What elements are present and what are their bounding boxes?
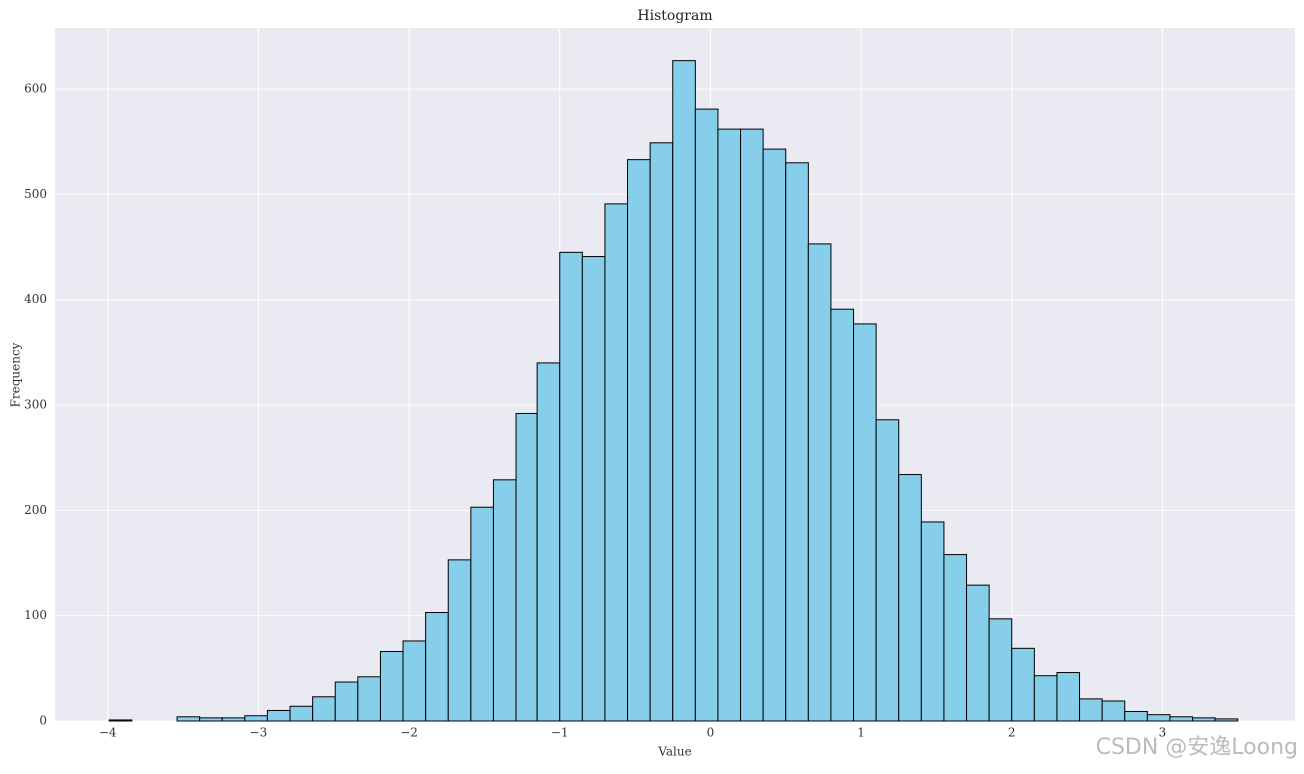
- bar: [966, 584, 990, 722]
- bar: [1214, 718, 1239, 722]
- x-tick-label: −2: [400, 726, 418, 740]
- bar: [1011, 647, 1035, 722]
- bar: [920, 521, 945, 722]
- bar: [898, 474, 922, 722]
- bar: [988, 618, 1013, 722]
- x-tick-label: −4: [99, 726, 117, 740]
- bar: [604, 203, 629, 722]
- bar: [785, 162, 809, 722]
- bar: [717, 128, 742, 722]
- bar: [1079, 698, 1103, 722]
- bar: [875, 419, 900, 722]
- bar: [221, 717, 246, 722]
- bar: [402, 640, 427, 722]
- bar: [740, 128, 764, 722]
- bar: [312, 696, 336, 722]
- bar: [289, 705, 314, 722]
- bar: [694, 108, 719, 722]
- bar: [1169, 716, 1194, 722]
- bar: [807, 243, 832, 722]
- bar: [515, 412, 538, 722]
- bar: [559, 251, 583, 722]
- bar: [943, 554, 968, 722]
- bar: [627, 159, 651, 722]
- bar: [649, 142, 674, 722]
- x-tick-label: −1: [551, 726, 569, 740]
- bar: [581, 256, 606, 722]
- x-tick-label: 0: [707, 726, 715, 740]
- bar: [357, 676, 381, 722]
- x-tick-label: 2: [1008, 726, 1016, 740]
- bar: [379, 650, 404, 722]
- bar: [1101, 700, 1126, 722]
- bar: [536, 362, 561, 722]
- y-tick-label: 400: [24, 292, 47, 306]
- x-axis-label: Value: [657, 745, 691, 759]
- bar: [1124, 711, 1148, 722]
- bar: [108, 719, 133, 722]
- bar: [425, 612, 449, 722]
- watermark: CSDN @安逸Loong: [1096, 735, 1298, 760]
- bar: [470, 506, 494, 722]
- bar: [1033, 675, 1058, 722]
- bar: [672, 60, 696, 722]
- bar: [1056, 672, 1081, 722]
- x-tick-label: 3: [1159, 726, 1167, 740]
- y-tick-label: 300: [24, 398, 47, 412]
- y-tick-label: 0: [39, 714, 47, 728]
- y-axis-label: Frequency: [9, 342, 23, 407]
- y-tick-label: 100: [24, 608, 47, 622]
- bar: [853, 323, 877, 722]
- y-tick-label: 600: [24, 82, 47, 96]
- bar: [1192, 717, 1216, 722]
- bar: [830, 308, 855, 722]
- y-tick-label: 500: [24, 187, 47, 201]
- bar: [244, 715, 268, 722]
- bar: [1146, 714, 1171, 722]
- bar: [762, 148, 787, 722]
- bar: [492, 479, 517, 722]
- chart-title: Histogram: [637, 8, 712, 24]
- bar: [447, 559, 472, 722]
- bar: [176, 716, 201, 722]
- y-tick-label: 200: [24, 503, 47, 517]
- bar: [334, 681, 359, 722]
- x-tick-label: 1: [857, 726, 865, 740]
- x-tick-label: −3: [250, 726, 268, 740]
- bar: [266, 709, 291, 722]
- bar: [199, 717, 223, 722]
